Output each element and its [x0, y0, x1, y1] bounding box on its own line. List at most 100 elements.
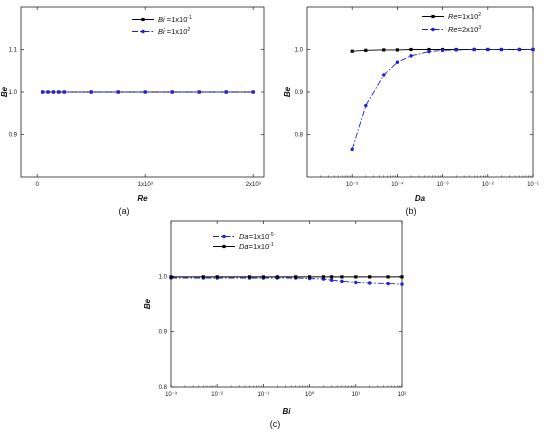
data-point [454, 48, 458, 52]
y-tick-label: 0.9 [159, 330, 168, 336]
legend-label: Re=1x102 [448, 12, 481, 21]
data-point [329, 278, 334, 282]
data-point [427, 47, 431, 52]
data-point [440, 48, 445, 53]
data-point [340, 275, 344, 279]
data-point [531, 47, 535, 52]
data-point [395, 48, 399, 52]
data-point [409, 47, 413, 52]
data-point [51, 90, 56, 94]
data-point [354, 280, 358, 285]
data-point [308, 275, 312, 279]
data-point [364, 103, 368, 108]
x-tick-label: 10⁻² [482, 182, 494, 188]
legend-marker [141, 17, 145, 22]
legend-label: Da=1x10-5 [239, 232, 274, 241]
y-axis-label: Be [0, 86, 9, 97]
legend-label: Bi =1x10-1 [158, 15, 192, 24]
data-point [517, 47, 522, 52]
data-point [340, 279, 344, 284]
data-point [224, 90, 228, 94]
data-point [409, 54, 413, 58]
data-point [427, 49, 431, 54]
panel-label: (a) [119, 206, 130, 216]
panel-label: (c) [270, 419, 281, 429]
x-tick-label: 10⁻¹ [257, 392, 269, 398]
y-tick-label: 1.0 [9, 90, 18, 96]
legend-marker [222, 234, 226, 239]
data-point [486, 47, 490, 52]
legend-label: Bi =1x102 [158, 27, 190, 36]
series-line-2 [351, 49, 533, 150]
data-point [386, 275, 390, 279]
legend-label: Da=1x10-1 [239, 242, 274, 251]
x-axis-label: Da [415, 194, 426, 203]
y-axis-label: Be [143, 298, 152, 309]
data-point [215, 275, 219, 279]
chart-panel-3: 0.8 0.9 1.0 10⁻³ 10⁻² 10⁻¹ 10⁰ 10¹ 10² Be Bi(c) Da=… [143, 220, 407, 429]
x-tick-label: 10⁻³ [437, 182, 449, 188]
legend-marker [141, 29, 145, 34]
data-point [40, 90, 45, 94]
legend-marker [431, 27, 435, 32]
x-tick-label: 10⁻² [211, 392, 223, 398]
series-line-1 [171, 277, 403, 285]
data-point [350, 49, 354, 53]
x-tick-label: 10⁻⁴ [391, 181, 404, 188]
data-point [89, 90, 93, 94]
data-point [170, 90, 174, 94]
data-point [57, 90, 61, 94]
data-point [368, 281, 372, 285]
data-point [321, 275, 326, 279]
y-tick-label: 0.9 [9, 133, 18, 139]
data-point [247, 275, 252, 279]
panel-label: (b) [406, 206, 417, 216]
legend-marker [431, 14, 435, 19]
chart-panel-1: 0.9 1.0 1.1 0 1x10³ 2x10³ Be Re (a) Bi =1x10-1 Bi … [0, 6, 265, 216]
data-point [386, 281, 390, 286]
x-tick-label: 10⁻¹ [527, 182, 539, 188]
data-point [364, 48, 368, 52]
x-tick-label: 2x10³ [246, 182, 261, 188]
plot-frame [170, 220, 403, 388]
x-tick-label: 10¹ [351, 392, 360, 398]
data-point [400, 275, 404, 279]
data-point [330, 275, 334, 279]
data-point [294, 275, 298, 279]
x-tick-label: 10⁻³ [165, 392, 177, 398]
x-tick-label: 0 [36, 182, 40, 188]
data-point [368, 275, 372, 279]
x-tick-label: 10⁻⁵ [346, 181, 359, 188]
y-tick-label: 1.1 [9, 48, 18, 54]
data-point [261, 275, 265, 279]
y-tick-label: 1.0 [159, 274, 168, 280]
y-tick-label: 0.8 [159, 385, 168, 391]
y-tick-label: 1.0 [295, 48, 304, 54]
data-point [354, 275, 358, 279]
x-axis-label: Bi [283, 407, 292, 416]
data-point [62, 90, 66, 94]
chart-panel-2: 0.8 0.9 1.0 10⁻⁵ 10⁻⁴ 10⁻³ 10⁻² 10⁻¹ Be Da (b) Re=1… [283, 6, 539, 216]
x-tick-label: 10² [398, 392, 407, 398]
data-point [382, 48, 386, 52]
data-point [169, 275, 173, 279]
legend-label: Re=2x103 [448, 25, 481, 34]
x-axis-label: Re [137, 194, 148, 203]
plot-frame [306, 6, 534, 178]
data-point [400, 282, 404, 286]
data-point [143, 90, 147, 94]
data-point [251, 90, 255, 94]
y-tick-label: 0.8 [295, 133, 304, 139]
legend-marker [222, 244, 226, 249]
data-point [472, 47, 476, 52]
data-point [201, 275, 205, 279]
y-tick-label: 0.9 [295, 90, 304, 96]
x-tick-label: 10⁰ [305, 391, 315, 398]
data-point [499, 47, 504, 52]
data-point [46, 90, 50, 94]
data-point [197, 90, 201, 94]
data-point [275, 275, 279, 279]
data-point [382, 73, 386, 77]
y-axis-label: Be [283, 86, 292, 97]
